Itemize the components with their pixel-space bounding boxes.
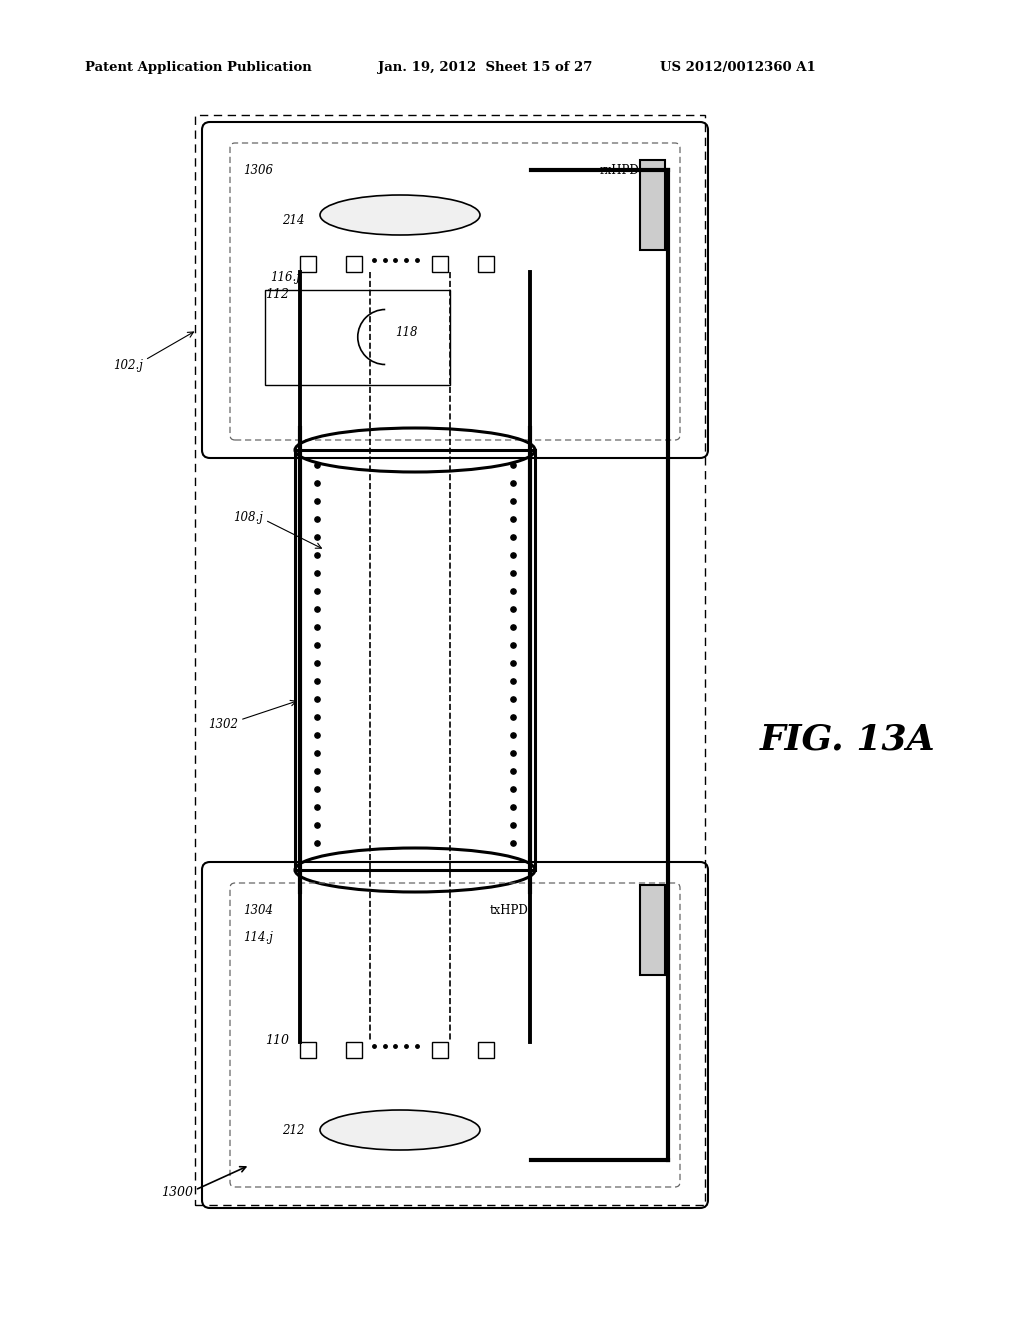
Text: 1304: 1304 [243, 903, 273, 916]
Text: 1302: 1302 [208, 718, 238, 731]
Text: 214: 214 [283, 214, 305, 227]
Ellipse shape [319, 195, 480, 235]
Text: rxHPD: rxHPD [600, 164, 640, 177]
Ellipse shape [319, 1110, 480, 1150]
Text: FIG. 13A: FIG. 13A [760, 723, 936, 756]
Bar [478, 256, 494, 272]
Bar [265, 290, 450, 385]
Bar [478, 1041, 494, 1059]
Text: 110: 110 [265, 1034, 289, 1047]
Bar [300, 1041, 316, 1059]
Text: 212: 212 [283, 1123, 305, 1137]
Bar [295, 450, 535, 870]
Text: 1300: 1300 [161, 1187, 193, 1200]
Bar [346, 256, 362, 272]
Bar [346, 1041, 362, 1059]
Text: 1306: 1306 [243, 164, 273, 177]
Text: 108.j: 108.j [233, 511, 263, 524]
Text: txHPD: txHPD [490, 903, 528, 916]
Text: 102.j: 102.j [113, 359, 143, 371]
Text: US 2012/0012360 A1: US 2012/0012360 A1 [660, 62, 816, 74]
Bar [195, 115, 705, 1205]
Text: 114.j: 114.j [243, 932, 272, 945]
Bar [432, 1041, 449, 1059]
Text: 118: 118 [395, 326, 418, 338]
Text: Jan. 19, 2012  Sheet 15 of 27: Jan. 19, 2012 Sheet 15 of 27 [378, 62, 592, 74]
Text: 112: 112 [265, 289, 289, 301]
Bar [432, 256, 449, 272]
Text: Patent Application Publication: Patent Application Publication [85, 62, 311, 74]
Bar [300, 256, 316, 272]
Text: 116.j: 116.j [270, 272, 300, 285]
Bar [640, 160, 665, 249]
Bar [640, 884, 665, 975]
